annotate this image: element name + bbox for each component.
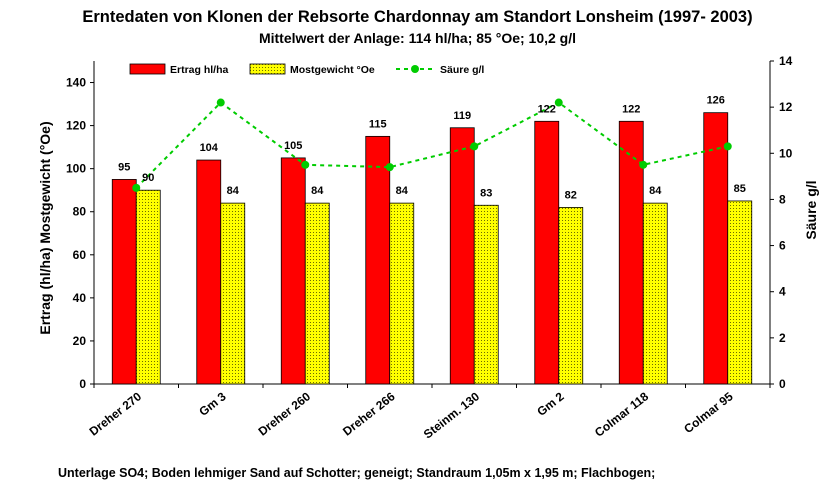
bar-mostgewicht	[389, 202, 415, 385]
bar-ertrag	[280, 157, 306, 385]
chart-subtitle: Mittelwert der Anlage: 114 hl/ha; 85 °Oe…	[258, 30, 577, 46]
data-label-mostgewicht: 85	[734, 183, 746, 195]
bar-mostgewicht	[220, 202, 246, 385]
x-tick-label: Dreher 270	[87, 389, 145, 438]
data-label-mostgewicht: 84	[227, 185, 240, 197]
y-tick-label: 40	[73, 291, 87, 305]
point-saeure	[216, 98, 225, 107]
data-label-mostgewicht: 84	[311, 185, 324, 197]
bar-ertrag	[365, 135, 391, 385]
x-tick-label: Gm 2	[534, 389, 567, 419]
bar-mostgewicht	[135, 189, 161, 385]
bar-mostgewicht	[473, 204, 499, 385]
data-label-ertrag: 122	[622, 103, 640, 115]
y2-tick-label: 0	[779, 377, 786, 391]
data-label-mostgewicht: 83	[480, 187, 492, 199]
x-tick-label: Steinm. 130	[421, 389, 482, 441]
legend-swatch-saeure-marker	[411, 65, 419, 73]
point-saeure	[132, 183, 141, 192]
y2-tick-label: 14	[779, 54, 793, 68]
data-label-mostgewicht: 82	[565, 189, 577, 201]
x-tick-label: Colmar 95	[681, 389, 736, 436]
data-label-ertrag: 122	[538, 103, 556, 115]
legend-label-saeure: Säure g/l	[440, 64, 484, 76]
y2-axis-label: Säure g/l	[803, 180, 819, 239]
y-tick-label: 60	[73, 248, 87, 262]
data-label-ertrag: 104	[200, 142, 219, 154]
line-saeure	[135, 101, 728, 189]
legend-swatch-ertrag	[129, 63, 166, 75]
axes: 0 20 40 60 80 100 120 140 0 2 4 6 8 10 12 14 Dreher 270 G…	[66, 54, 793, 441]
bar-ertrag	[111, 179, 137, 385]
data-label-ertrag: 105	[284, 140, 302, 152]
y2-tick-label: 8	[779, 192, 786, 206]
data-label-ertrag: 119	[453, 110, 471, 122]
point-saeure	[385, 163, 394, 172]
bar-ertrag	[618, 120, 644, 385]
y2-tick-label: 10	[779, 146, 793, 160]
y-axis-label: Ertrag (hl/ha) Mostgewicht (°Oe)	[37, 121, 53, 334]
x-tick-label: Dreher 260	[256, 389, 314, 438]
x-tick-label: Dreher 266	[340, 389, 398, 438]
bar-ertrag	[449, 127, 475, 385]
point-saeure	[470, 142, 479, 151]
acid-line	[132, 98, 732, 192]
legend-label-ertrag: Ertrag hl/ha	[170, 64, 229, 76]
bar-mostgewicht	[558, 207, 584, 385]
bar-ertrag	[703, 112, 729, 385]
bar-ertrag	[534, 120, 560, 385]
point-saeure	[554, 98, 563, 107]
legend: Ertrag hl/ha Mostgewicht °Oe Säure g/l	[129, 63, 484, 76]
y-tick-label: 80	[73, 205, 87, 219]
legend-label-mostgewicht: Mostgewicht °Oe	[290, 64, 375, 76]
y2-tick-label: 4	[779, 285, 786, 299]
data-label-mostgewicht: 84	[649, 185, 662, 197]
y-tick-label: 120	[66, 119, 86, 133]
legend-swatch-mostgewicht	[249, 63, 286, 75]
data-label-ertrag: 95	[118, 161, 130, 173]
bar-ertrag	[196, 159, 222, 385]
y2-tick-label: 12	[779, 100, 793, 114]
bar-mostgewicht	[727, 200, 753, 385]
x-tick-label: Gm 3	[196, 389, 229, 419]
data-label-mostgewicht: 84	[396, 185, 409, 197]
y2-tick-label: 6	[779, 239, 786, 253]
data-label-ertrag: 115	[369, 118, 387, 130]
point-saeure	[639, 160, 648, 169]
point-saeure	[301, 160, 310, 169]
data-label-mostgewicht: 90	[142, 172, 154, 184]
y-tick-label: 140	[66, 76, 86, 90]
bar-mostgewicht	[642, 202, 668, 385]
bars	[111, 112, 753, 385]
chart-title: Erntedaten von Klonen der Rebsorte Chard…	[82, 8, 753, 26]
data-label-ertrag: 126	[707, 95, 725, 107]
y-tick-label: 100	[66, 162, 86, 176]
chart-footer: Unterlage SO4; Boden lehmiger Sand auf S…	[58, 466, 656, 480]
x-tick-label: Colmar 118	[592, 389, 651, 440]
y-tick-label: 20	[73, 334, 87, 348]
y2-tick-label: 2	[779, 331, 786, 345]
bar-mostgewicht	[304, 202, 330, 385]
data-labels: 95 90 104 84 105 84 115 84 119 83 122 82 122 84 126 85	[118, 95, 746, 202]
point-saeure	[723, 142, 732, 151]
y-tick-label: 0	[79, 377, 86, 391]
